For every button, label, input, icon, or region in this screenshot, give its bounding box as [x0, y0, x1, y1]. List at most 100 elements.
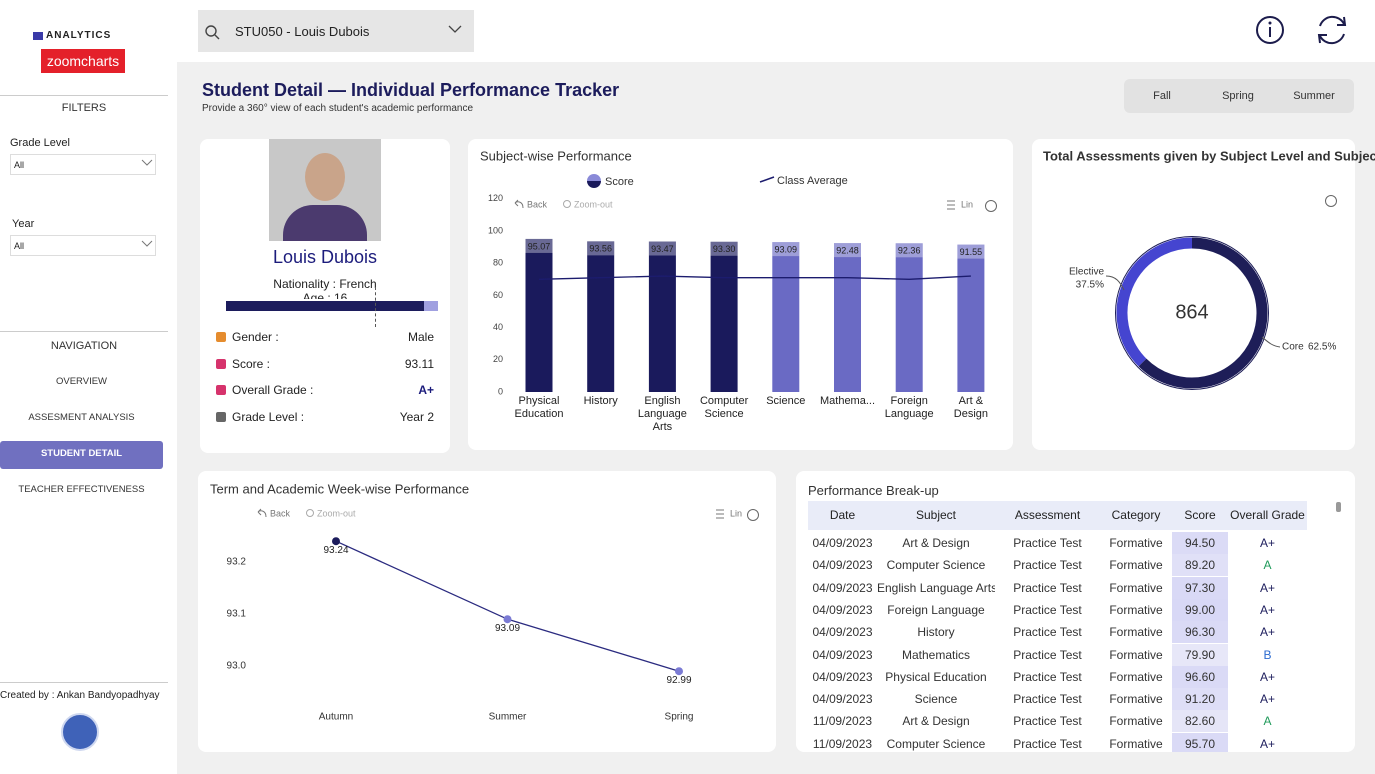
field-label: Grade Level : — [232, 409, 305, 424]
author-avatar — [61, 713, 99, 751]
filter-dropdown[interactable]: All — [10, 154, 156, 175]
table-cell: Formative — [1109, 625, 1163, 640]
table-cell: Formative — [1109, 714, 1163, 729]
table-cell: Mathematics — [901, 647, 971, 662]
table-cell: Art & Design — [902, 714, 970, 729]
column-header: Score — [1184, 508, 1216, 522]
table-cell: Computer Science — [886, 736, 986, 751]
field-value: A+ — [418, 383, 434, 397]
progress-rest — [424, 301, 438, 311]
filter-label: Grade Level — [10, 137, 70, 149]
score-cell: 94.50 — [1172, 532, 1228, 554]
donut-card — [1032, 139, 1355, 450]
filters-title: FILTERS — [61, 102, 107, 114]
table-cell: Computer Science — [886, 558, 986, 573]
column-header: Overall Grade — [1230, 508, 1305, 522]
table-cell: 04/09/2023 — [812, 625, 873, 640]
column-header: Assessment — [1014, 508, 1081, 522]
table-cell: A+ — [1259, 580, 1275, 595]
column-header: Subject — [915, 508, 957, 522]
table-cell: Formative — [1109, 580, 1163, 595]
scrollbar[interactable] — [1336, 502, 1341, 512]
table-cell: 04/09/2023 — [812, 580, 873, 595]
table-cell: Foreign Language — [887, 602, 985, 617]
table-cell: A+ — [1259, 736, 1275, 751]
column-header: Date — [829, 508, 856, 522]
nav-active — [0, 441, 163, 469]
table-card: Performance Break-up Date Subject Assessme… — [796, 471, 1355, 752]
score-cell: 97.30 — [1172, 576, 1228, 599]
filter-label: Year — [12, 218, 35, 230]
table-cell: Science — [914, 692, 958, 707]
student-photo — [269, 139, 381, 241]
table-cell: 04/09/2023 — [812, 558, 873, 573]
term-button[interactable]: Spring — [1222, 90, 1254, 102]
divider — [0, 682, 168, 683]
table-cell: 04/09/2023 — [812, 669, 873, 684]
table-cell: Practice Test — [1013, 692, 1082, 707]
term-button[interactable]: Summer — [1293, 90, 1335, 102]
score-cell: 79.90 — [1172, 643, 1228, 666]
filter-dropdown[interactable]: All — [10, 235, 156, 256]
field-value: Year 2 — [399, 409, 434, 424]
table-cell: English Language Arts — [877, 580, 995, 595]
page-title: Student Detail — Individual Performance … — [202, 80, 620, 100]
brand-mark — [33, 32, 43, 40]
table-cell: A+ — [1259, 536, 1275, 550]
table-cell: 04/09/2023 — [812, 647, 873, 662]
table-cell: Art & Design — [902, 536, 970, 550]
divider — [0, 95, 168, 96]
table-cell: Formative — [1109, 647, 1163, 662]
table-cell: Practice Test — [1013, 536, 1082, 550]
field-label: Gender : — [232, 330, 279, 344]
table-cell: Formative — [1109, 692, 1163, 707]
nav-item[interactable]: STUDENT DETAIL — [40, 448, 123, 459]
age: Age : 16 — [302, 291, 348, 299]
table-title: Performance Break-up — [808, 483, 939, 498]
field-icon — [216, 358, 226, 369]
table-cell: Practice Test — [1013, 669, 1082, 684]
table-header — [808, 501, 1307, 530]
score-cell: 91.20 — [1172, 688, 1228, 711]
table-cell: A+ — [1259, 669, 1275, 684]
table-cell: B — [1263, 647, 1272, 662]
search-box[interactable]: STU050 - Louis Dubois — [198, 10, 474, 52]
page-subtitle: Provide a 360° view of each student's ac… — [202, 103, 474, 114]
table-cell: Practice Test — [1013, 647, 1082, 662]
table-cell: 04/09/2023 — [812, 536, 873, 550]
score-cell: 99.00 — [1172, 598, 1228, 621]
field-label: Score : — [232, 356, 271, 371]
table-cell: Formative — [1109, 669, 1163, 684]
divider — [0, 331, 168, 332]
table-cell: Practice Test — [1013, 625, 1082, 640]
table-cell: Practice Test — [1013, 602, 1082, 617]
filter-value: All — [14, 160, 25, 170]
table-cell: A — [1263, 714, 1272, 729]
field-icon — [216, 332, 226, 342]
table-cell: Practice Test — [1013, 580, 1082, 595]
navigation-title: NAVIGATION — [50, 340, 118, 352]
sidebar — [0, 0, 177, 774]
table-cell: 04/09/2023 — [812, 602, 873, 617]
nav-item[interactable]: OVERVIEW — [55, 376, 108, 387]
score-cell: 95.70 — [1172, 732, 1228, 752]
table-cell: A — [1263, 558, 1272, 573]
table-cell: Formative — [1109, 602, 1163, 617]
nav-item[interactable]: TEACHER EFFECTIVENESS — [18, 484, 145, 495]
table-cell: Practice Test — [1013, 736, 1082, 751]
table-cell: Formative — [1109, 736, 1163, 751]
created-by: Created by : Ankan Bandyopadhyay — [0, 690, 160, 701]
score-cell: 96.30 — [1172, 621, 1228, 644]
filter-value: All — [14, 241, 25, 251]
table-cell: A+ — [1259, 602, 1275, 617]
logo: zoomcharts — [41, 49, 125, 73]
table-cell: Practice Test — [1013, 558, 1082, 573]
field-value: 93.11 — [404, 356, 434, 371]
column-header: Category — [1111, 508, 1161, 522]
nav-item[interactable]: ASSESMENT ANALYSIS — [28, 412, 135, 423]
field-value: Male — [407, 330, 434, 344]
field-label: Overall Grade : — [232, 383, 314, 397]
target-line — [375, 287, 376, 327]
term-button[interactable]: Fall — [1153, 90, 1171, 102]
table-cell: Physical Education — [885, 669, 987, 684]
